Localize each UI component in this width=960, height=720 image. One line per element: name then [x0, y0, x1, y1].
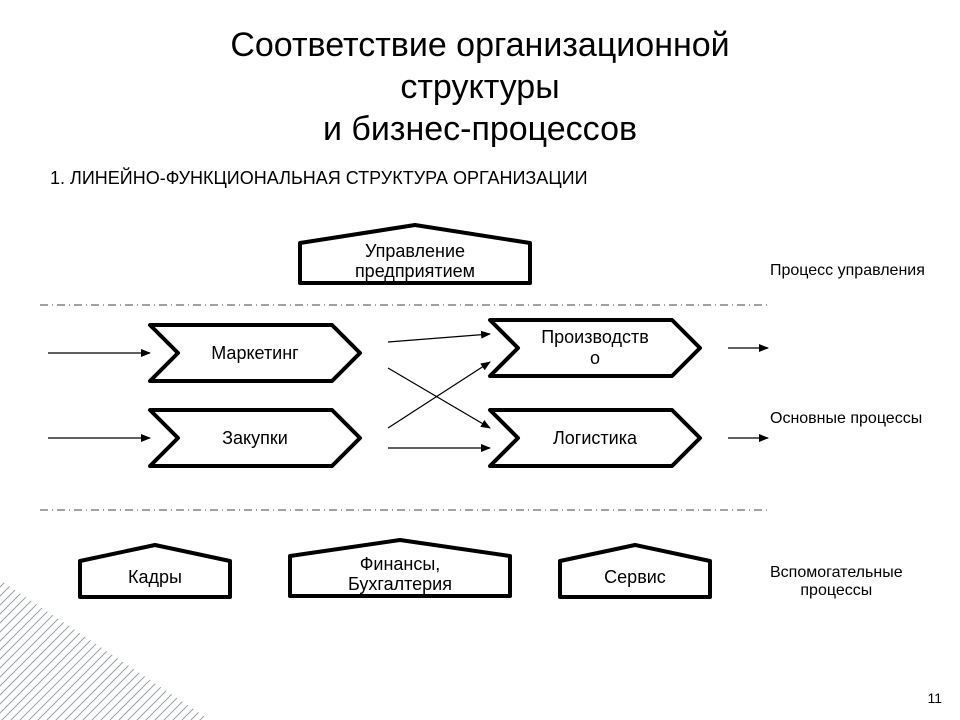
row-label-management: Процесс управления: [770, 262, 925, 280]
shape-procurement: Закупки: [150, 410, 360, 466]
row-label-support-line1: Вспомогательные: [770, 564, 903, 581]
row-label-management-text: Процесс управления: [770, 262, 925, 279]
shape-production: Производство: [490, 320, 700, 376]
row-label-main-text: Основные процессы: [770, 410, 922, 427]
row-label-main: Основные процессы: [770, 410, 922, 428]
process-shapes: Управлениепредприятием Маркетинг Производс…: [80, 225, 710, 603]
shape-hr: Кадры: [80, 545, 230, 603]
shape-marketing: Маркетинг: [150, 325, 360, 381]
shape-management: Управлениепредприятием: [300, 225, 530, 290]
row-label-support-line2: процессы: [800, 582, 872, 599]
shape-logistics: Логистика: [490, 410, 700, 466]
shape-service: Сервис: [560, 545, 710, 603]
page-number: 11: [927, 690, 942, 706]
diagram-canvas: Управлениепредприятием Маркетинг Производс…: [0, 0, 960, 720]
shape-finance: Финансы,Бухгалтерия: [290, 540, 510, 602]
row-label-support: Вспомогательные процессы: [770, 564, 903, 600]
